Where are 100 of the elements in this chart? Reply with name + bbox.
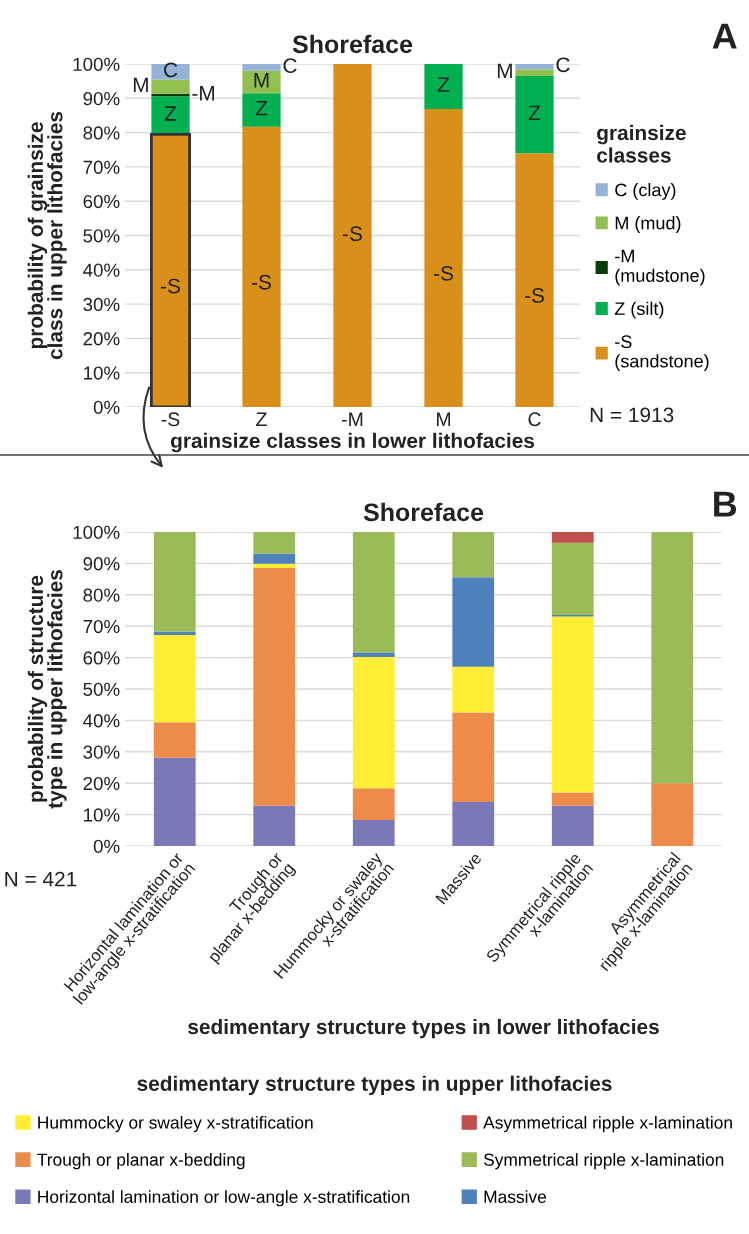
annotation: Z xyxy=(528,105,541,120)
bar xyxy=(151,96,190,135)
text: B xyxy=(714,491,737,517)
bar xyxy=(452,666,495,713)
legend-label: Horizontal lamination or low-angle x-stratification xyxy=(38,1190,410,1207)
bar xyxy=(515,64,554,70)
bar xyxy=(515,153,554,407)
annotation: -S xyxy=(434,265,453,281)
y-tick-label: 20% xyxy=(83,332,120,346)
x-tick-label: Z xyxy=(256,412,267,426)
y-tick-label: 30% xyxy=(83,297,120,312)
legend-label: Trough or planar x-bedding xyxy=(37,1153,245,1170)
annotation: -S xyxy=(252,274,271,290)
legend-label: Hummocky or swaley x-stratification xyxy=(38,1115,313,1133)
bar xyxy=(452,712,495,803)
bar xyxy=(651,783,694,846)
bar xyxy=(452,532,495,578)
y-tick-label: 80% xyxy=(83,126,120,140)
x-axis-title: grainsize classes in lower lithofacies xyxy=(171,432,535,453)
y-tick-label: 40% xyxy=(83,263,120,277)
y-tick-label: 90% xyxy=(83,557,120,571)
bar xyxy=(153,634,196,723)
y-tick-label: 60% xyxy=(83,194,120,209)
y-tick-label: 0% xyxy=(93,400,120,414)
legend-title: grainsize classes xyxy=(597,124,686,163)
bar xyxy=(153,722,196,758)
legend-label: -M (mudstone) xyxy=(615,249,705,286)
text: N = 421 xyxy=(5,871,77,887)
bar xyxy=(242,64,281,71)
y-tick-label: 70% xyxy=(83,160,120,174)
bar xyxy=(424,108,463,407)
bar xyxy=(333,64,372,407)
y-tick-label: 10% xyxy=(84,808,120,822)
bar xyxy=(253,805,296,846)
bar xyxy=(352,652,395,657)
y-tick-label: 70% xyxy=(83,619,120,634)
chart-title: Shoreface xyxy=(292,34,413,54)
chart-title: Shoreface xyxy=(363,502,484,522)
bar xyxy=(551,532,594,543)
legend-label: Z (silt) xyxy=(614,301,664,319)
bar xyxy=(651,532,694,784)
annotation: Z xyxy=(255,101,268,116)
bar xyxy=(242,93,281,127)
legend-label: M (mud) xyxy=(615,216,681,233)
y-tick-label: 0% xyxy=(93,839,120,853)
bar xyxy=(242,70,281,94)
y-tick-label: 100% xyxy=(73,525,120,539)
annotation: Z xyxy=(437,77,450,92)
bar xyxy=(253,532,296,554)
x-tick-label: -S xyxy=(161,412,180,427)
legend-title: sedimentary structure types in upper lithofacies xyxy=(137,1075,612,1096)
y-tick-label: 40% xyxy=(83,714,120,728)
annotation: Z xyxy=(164,106,177,121)
annotation: M xyxy=(133,77,148,93)
annotation: -M xyxy=(192,86,215,101)
y-tick-label: 100% xyxy=(73,57,120,71)
y-tick-label: 20% xyxy=(83,776,120,791)
y-tick-label: 90% xyxy=(83,92,120,106)
bar xyxy=(151,64,190,80)
bar xyxy=(551,792,594,806)
bar xyxy=(551,616,594,793)
annotation: C xyxy=(164,62,178,78)
bar xyxy=(151,79,190,94)
y-tick-label: 30% xyxy=(83,745,120,759)
legend-label: Symmetrical ripple x-lamination xyxy=(483,1153,724,1170)
y-tick-label: 50% xyxy=(83,682,120,696)
annotation: -S xyxy=(161,278,180,294)
text: A xyxy=(712,23,737,49)
bar xyxy=(515,69,554,77)
annotation: -S xyxy=(343,226,362,242)
annotation: -S xyxy=(525,288,544,303)
legend-label: Asymmetrical ripple x-lamination xyxy=(483,1115,732,1133)
text: N = 1913 xyxy=(590,407,674,423)
bar xyxy=(352,819,395,846)
bar xyxy=(424,64,463,109)
legend-label: -S (sandstone) xyxy=(615,335,709,372)
bar xyxy=(515,76,554,154)
y-axis-title: probability of grainsize class in upper lithofacies xyxy=(27,111,67,360)
bar xyxy=(551,805,594,846)
annotation: C xyxy=(283,58,297,74)
x-tick-label: -M xyxy=(342,412,363,426)
bar xyxy=(352,532,395,653)
y-tick-label: 60% xyxy=(83,651,120,665)
bar xyxy=(253,563,296,569)
y-tick-label: 80% xyxy=(83,588,120,602)
legend-label: Massive xyxy=(484,1190,547,1203)
legend-label: C (clay) xyxy=(615,183,676,200)
bar xyxy=(253,553,296,564)
y-axis-title: probability of structure type in upper lithofacies xyxy=(27,570,67,809)
bar xyxy=(551,542,594,615)
annotation: M xyxy=(497,63,512,78)
bar xyxy=(253,568,296,806)
bar xyxy=(352,788,395,820)
x-tick-label: C xyxy=(528,412,541,427)
bar xyxy=(153,532,196,632)
bar xyxy=(242,126,281,407)
bar xyxy=(153,757,196,846)
bar xyxy=(452,802,495,846)
annotation: C xyxy=(556,57,570,73)
x-axis-title: sedimentary structure types in lower lithofacies xyxy=(188,1018,659,1039)
